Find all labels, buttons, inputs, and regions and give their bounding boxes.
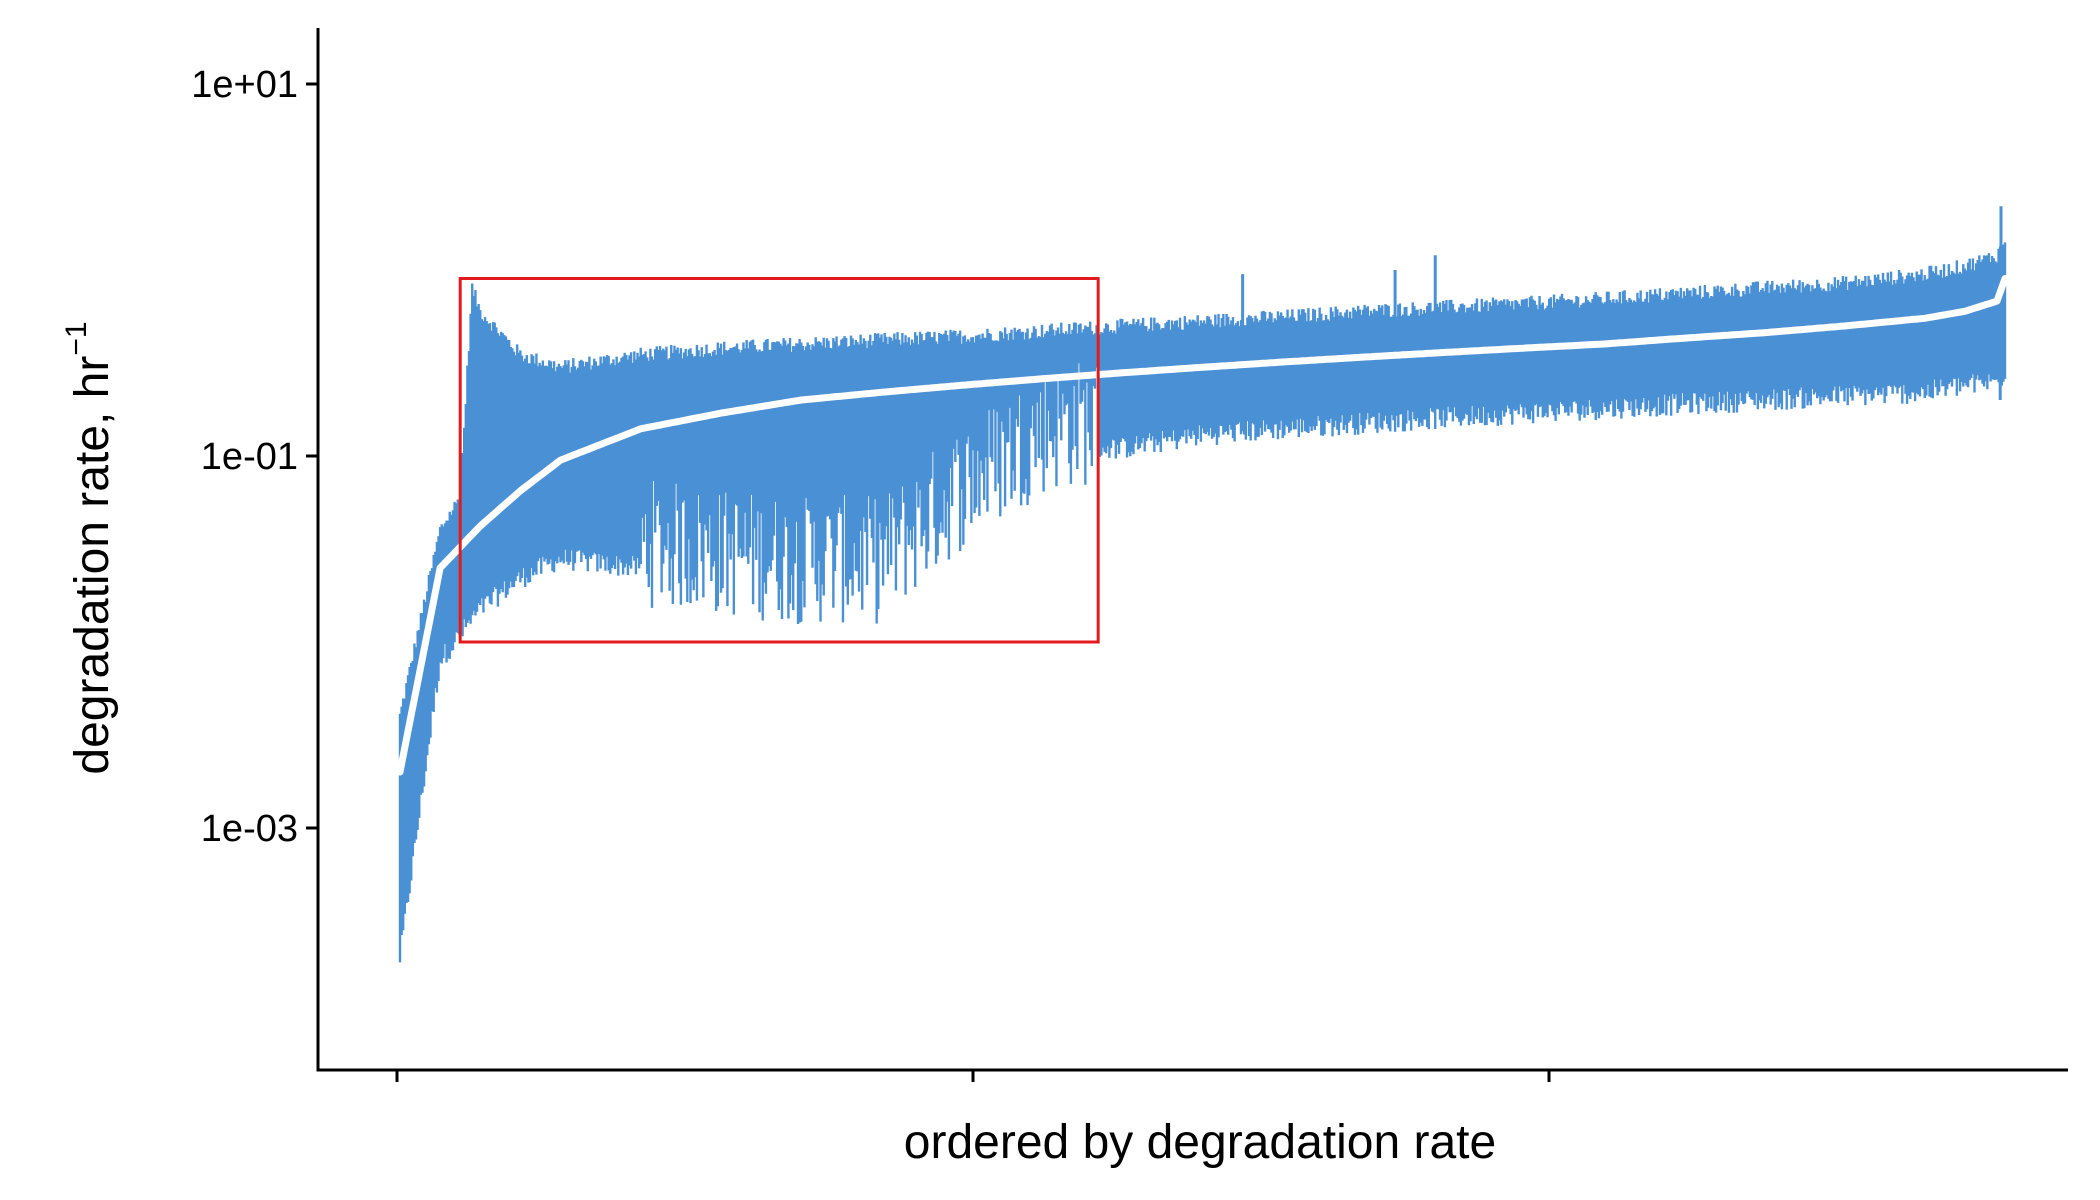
y-tick-label: 1e-03 [201,808,298,850]
y-tick-label: 1e+01 [191,64,298,106]
x-axis-title: ordered by degradation rate [904,1116,1496,1169]
y-axis-title-superscript: −1 [60,321,93,355]
y-tick-label: 1e-01 [201,436,298,478]
point-estimate-line [396,275,2009,776]
y-axis-title: degradation rate, hr−1 [60,321,119,774]
y-axis-ticks: 1e+01 1e-01 1e-03 [191,64,318,850]
x-axis-ticks [395,1070,1551,1082]
highlight-box [458,277,1100,644]
y-axis-title-text: degradation rate, hr [66,356,119,775]
interval-bars [398,206,2007,963]
